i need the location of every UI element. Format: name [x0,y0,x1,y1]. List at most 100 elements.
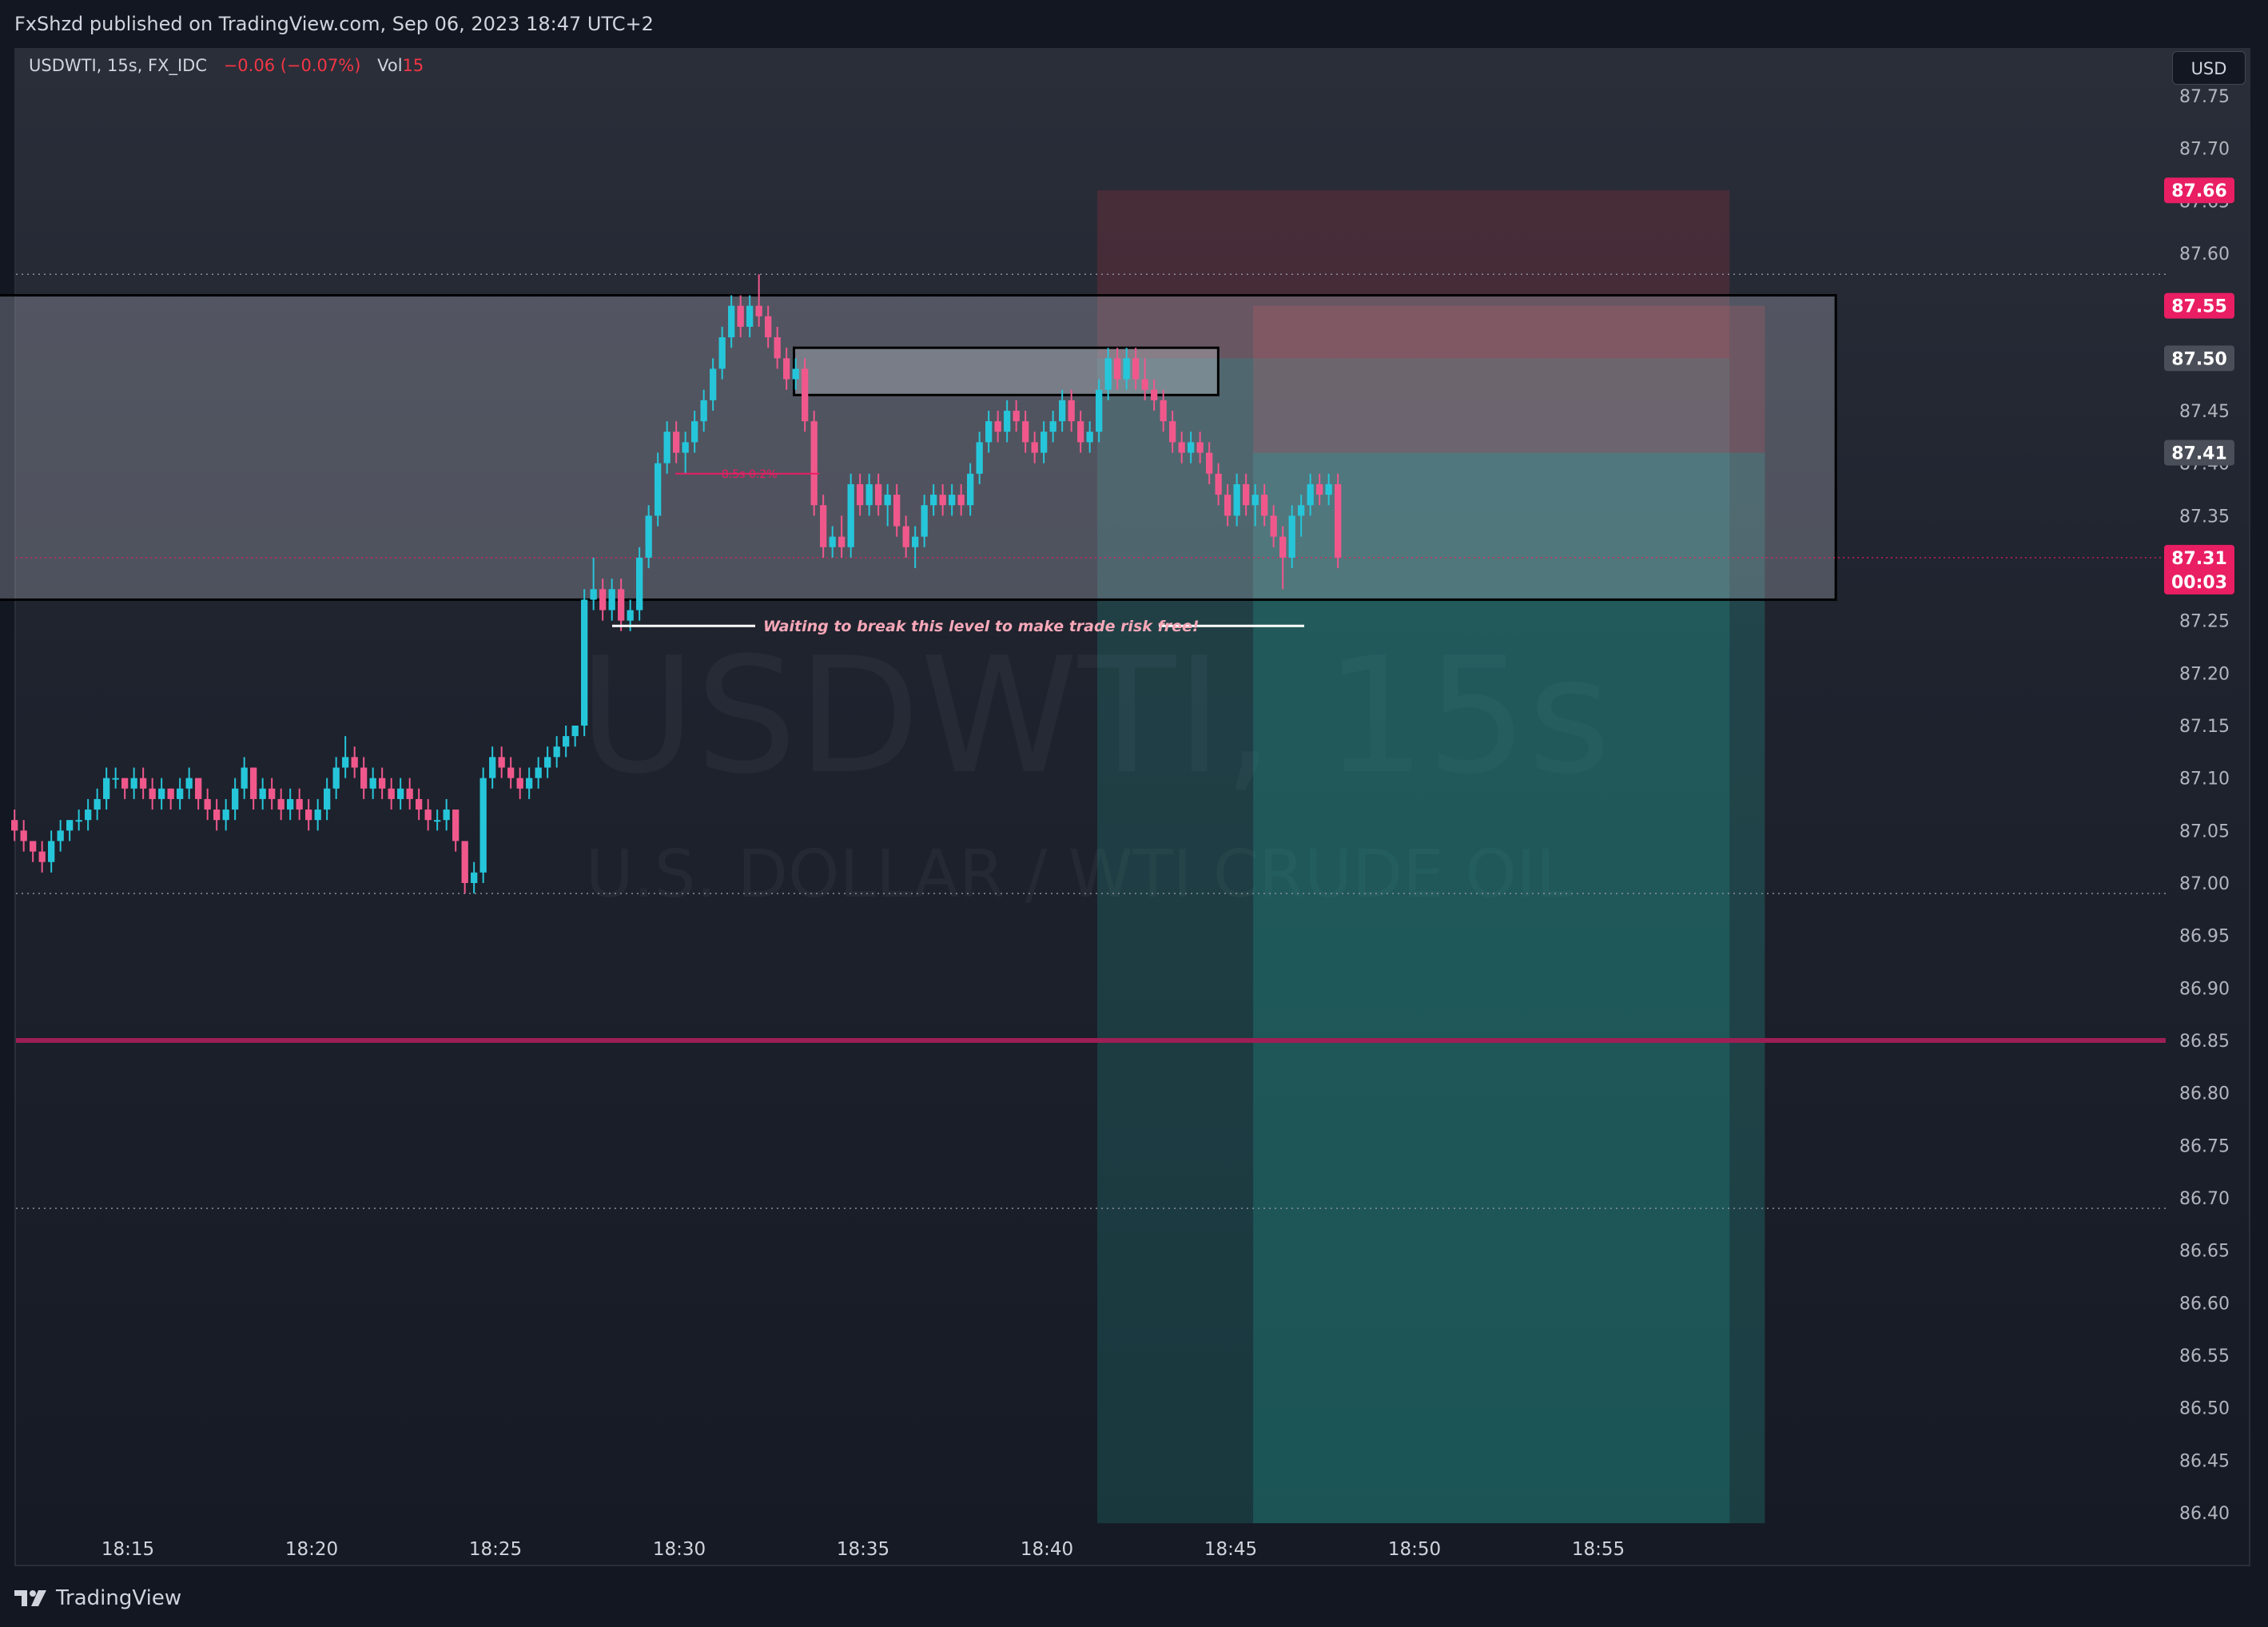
candle-body [1169,421,1176,443]
candle-body [718,337,726,369]
candle-body [158,788,165,799]
trade-b-target-zone [1253,452,1765,1524]
price-tick-label: 86.40 [2179,1504,2230,1524]
price-tick-label: 86.65 [2179,1242,2230,1262]
candle-body [792,368,799,380]
candle-body [1178,442,1185,453]
candle-body [277,798,284,810]
candle-body [1261,495,1268,516]
time-tick-label: 18:25 [469,1539,522,1560]
candle-body [259,788,266,799]
time-axis[interactable]: 18:15 18:20 18:25 18:30 18:35 18:40 18:45 18:50… [101,1539,2268,1560]
candle-body [553,746,560,758]
candle-body [130,778,137,789]
price-tag-label: 87.50 [2171,349,2227,369]
candle-body [663,432,670,463]
price-tick-label: 86.80 [2179,1084,2230,1104]
candle-body [1288,515,1295,558]
candle-body [1196,442,1204,453]
candle-body [167,788,174,799]
time-tick-label: 18:20 [285,1539,338,1560]
candle-body [1096,389,1103,432]
horizontal-levels [16,273,2166,1209]
currency-button[interactable]: USD [2172,51,2246,85]
candle-body [1325,483,1332,495]
candle-body [655,463,662,516]
candle-body [765,316,772,338]
candle-body [535,767,542,778]
candle-body [645,515,652,558]
candle-body [1141,379,1148,390]
price-tick-label: 87.75 [2179,87,2230,107]
candle-body [1086,432,1093,443]
candle-body [314,810,321,821]
symbol-legend[interactable]: USDWTI, 15s, FX_IDC −0.06 (−0.07%) Vol15 [29,56,424,75]
price-tick-label: 86.60 [2179,1294,2230,1314]
price-tick-label: 86.95 [2179,927,2230,947]
time-tick-label: 18:45 [1204,1539,1257,1560]
publish-header: FxShzd published on TradingView.com, Sep… [0,0,2268,48]
price-tick-label: 86.85 [2179,1032,2230,1052]
candle-body [388,788,395,799]
candle-body [618,589,625,621]
candle-body [232,788,239,810]
candle-body [829,536,836,547]
price-tick-label: 87.70 [2179,140,2230,160]
candle-body [85,810,92,821]
candle-body [865,483,873,506]
candle-body [434,820,441,822]
price-tick-label: 86.90 [2179,979,2230,999]
candle-body [838,536,846,547]
chart-annotations: Waiting to break this level to make trad… [612,468,1304,635]
candle-body [1233,483,1240,516]
candle-body [1059,400,1066,422]
legend-symbol: USDWTI, 15s, FX_IDC [29,56,208,75]
price-tick-label: 87.60 [2179,245,2230,265]
candle-body [1049,421,1056,432]
candle-body [1206,452,1213,474]
candle-body [957,495,965,506]
candle-body [305,810,312,821]
candle-body [452,810,460,841]
tradingview-logo[interactable]: TradingView [14,1586,181,1610]
candle-body [774,337,781,359]
candle-body [516,778,523,789]
candle-body [479,778,487,873]
price-tag-countdown: 00:03 [2171,573,2227,593]
candle-body [11,820,18,831]
candle-body [112,778,119,780]
candle-body [213,810,221,821]
candle-body [544,757,551,768]
candle-body [443,810,450,821]
candle-body [489,757,496,778]
price-tag-stop [2164,292,2234,319]
candle-body [195,778,202,799]
candle-body [360,767,368,789]
price-tag-entry [2164,440,2234,466]
candle-body [1215,473,1222,495]
candle-body [1022,421,1029,443]
candle-body [1307,483,1314,506]
candle-body [38,851,46,862]
candle-body [921,505,928,537]
range-box [0,294,1837,601]
candle-body [1004,411,1011,432]
candle-body [967,473,974,506]
candle-body [599,589,607,611]
candle-body [783,358,790,380]
price-tick-label: 87.05 [2179,821,2230,841]
candle-body [1224,495,1231,516]
candle-body [1270,515,1277,537]
risk-free-note: Waiting to break this level to make trad… [763,618,1200,635]
candle-body [1123,358,1130,380]
candle-body [177,788,184,799]
candle-body [140,778,147,789]
chart-pane[interactable] [14,48,2250,1566]
candle-body [1104,358,1112,390]
candle-body [994,421,1001,432]
candle-body [1068,400,1075,422]
trade-a-target-zone [1097,358,1730,1524]
time-tick-label: 18:15 [101,1539,154,1560]
candle-body [939,495,946,506]
